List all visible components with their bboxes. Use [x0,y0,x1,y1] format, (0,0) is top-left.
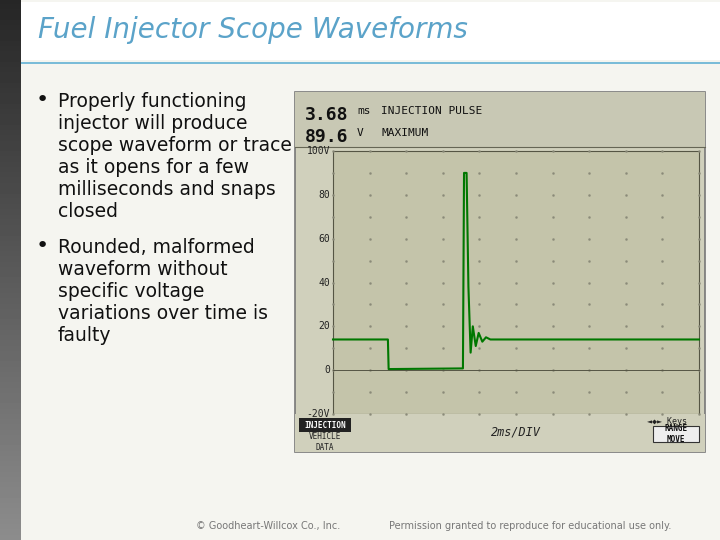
Text: Permission granted to reproduce for educational use only.: Permission granted to reproduce for educ… [389,521,671,531]
FancyBboxPatch shape [653,426,699,442]
Text: 20: 20 [318,321,330,332]
Text: 60: 60 [318,234,330,244]
FancyBboxPatch shape [20,64,720,512]
Text: 0: 0 [324,365,330,375]
Text: INJECTION: INJECTION [304,421,346,429]
Text: scope waveform or trace: scope waveform or trace [58,136,292,155]
Text: RANGE
MOVE: RANGE MOVE [665,424,688,444]
Text: faulty: faulty [58,326,112,345]
Text: -20V: -20V [307,409,330,419]
FancyBboxPatch shape [295,92,705,452]
Text: 89.6: 89.6 [305,128,348,146]
Text: 80: 80 [318,190,330,200]
FancyBboxPatch shape [20,2,720,60]
Text: V: V [357,128,364,138]
Text: waveform without: waveform without [58,260,228,279]
Text: as it opens for a few: as it opens for a few [58,158,249,177]
Text: 100V: 100V [307,146,330,156]
Text: VEHICLE
DATA: VEHICLE DATA [309,433,341,451]
Text: milliseconds and snaps: milliseconds and snaps [58,180,276,199]
Text: INJECTION PULSE: INJECTION PULSE [381,106,482,116]
Text: specific voltage: specific voltage [58,282,204,301]
FancyBboxPatch shape [299,418,351,432]
FancyBboxPatch shape [295,414,705,452]
FancyBboxPatch shape [333,151,699,414]
Text: 40: 40 [318,278,330,287]
Text: © Goodheart-Willcox Co., Inc.: © Goodheart-Willcox Co., Inc. [196,521,340,531]
Text: Properly functioning: Properly functioning [58,92,246,111]
Text: ◄◆► Keys: ◄◆► Keys [647,417,687,427]
Text: variations over time is: variations over time is [58,304,268,323]
Text: MAXIMUM: MAXIMUM [381,128,428,138]
Text: injector will produce: injector will produce [58,114,248,133]
FancyBboxPatch shape [20,62,720,64]
Text: closed: closed [58,202,118,221]
FancyBboxPatch shape [20,0,720,540]
Text: 3.68: 3.68 [305,106,348,124]
Text: •: • [36,90,49,110]
FancyBboxPatch shape [295,92,705,147]
Text: 2ms/DIV: 2ms/DIV [491,426,541,438]
Text: ms: ms [357,106,371,116]
Text: Rounded, malformed: Rounded, malformed [58,238,255,257]
Text: Fuel Injector Scope Waveforms: Fuel Injector Scope Waveforms [38,16,468,44]
Text: •: • [36,236,49,256]
